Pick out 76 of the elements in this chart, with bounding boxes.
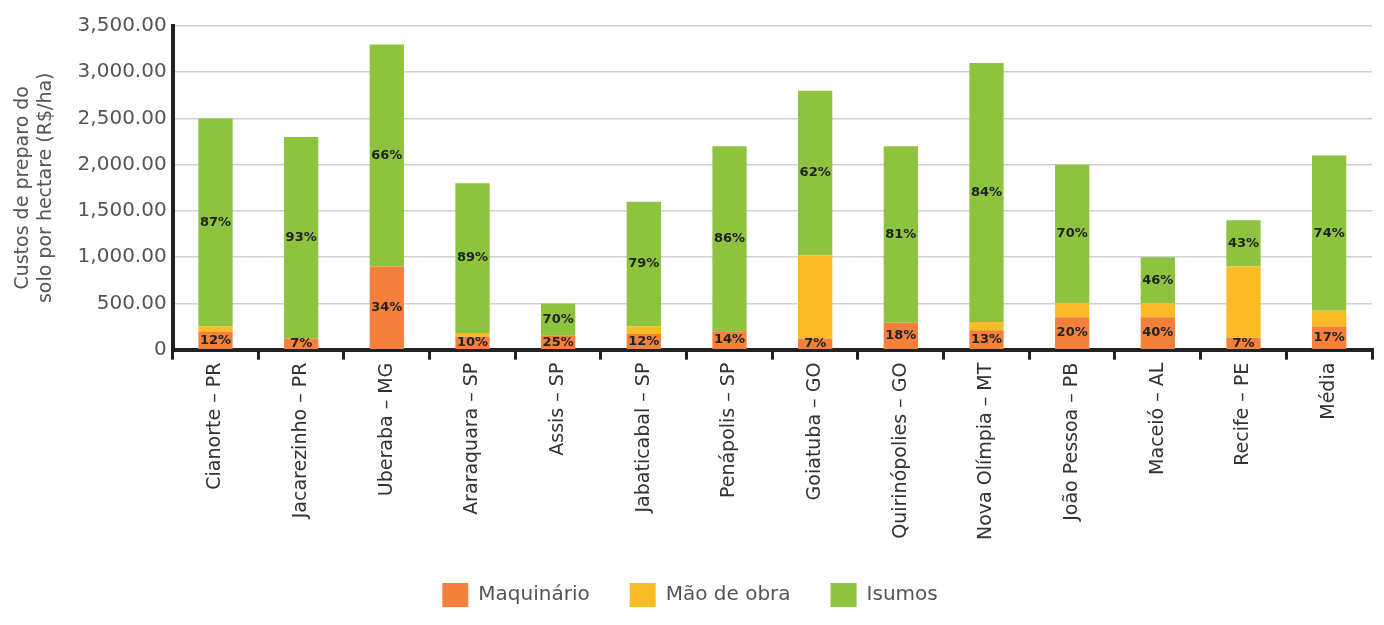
y-tick-label: 2,000.00 — [77, 150, 167, 175]
annotation: 74% — [1313, 224, 1345, 240]
legend-label: Mão de obra — [665, 581, 791, 606]
annotation: 20% — [1056, 324, 1088, 340]
x-tick-label: Assis – SP — [545, 362, 568, 456]
y-tick-label: 1,000.00 — [77, 243, 167, 268]
x-tick-label: Uberaba – MG — [373, 362, 396, 497]
x-tick-label: Goiatuba – GO — [802, 362, 825, 501]
bar — [369, 266, 404, 349]
bar — [969, 62, 1004, 322]
bar — [969, 321, 1004, 331]
y-tick-label: 500.00 — [96, 289, 167, 314]
x-tick-label: Nova Olímpia – MT — [973, 362, 996, 541]
annotation: 34% — [371, 299, 403, 315]
annotation: 12% — [199, 331, 232, 347]
y-tick-label: 3,500.00 — [77, 12, 167, 37]
annotation: 25% — [542, 333, 574, 349]
bar — [455, 333, 490, 337]
bar — [369, 44, 404, 267]
bar — [798, 255, 833, 339]
annotation: 12% — [628, 332, 660, 348]
y-tick-label: 0 — [153, 335, 167, 360]
annotation: 84% — [970, 183, 1003, 199]
bar — [626, 201, 661, 327]
bar — [1226, 220, 1261, 267]
annotation: 17% — [1313, 329, 1345, 345]
x-tick-label: Média — [1316, 362, 1339, 420]
bar — [883, 146, 918, 323]
annotation: 14% — [713, 331, 746, 347]
bar — [284, 136, 319, 339]
annotation: 40% — [1142, 324, 1174, 340]
bar — [626, 326, 661, 334]
x-tick-label: Jabaticabal – SP — [630, 362, 653, 514]
x-tick-label: Cianorte – PR — [202, 362, 225, 490]
x-tick-label: Penápolis – SP — [716, 362, 739, 499]
annotation: 89% — [456, 249, 489, 265]
x-tick-label: João Pessoa – PB — [1059, 362, 1082, 522]
annotation: 70% — [1056, 225, 1088, 241]
x-tick-label: Araraquara – SP — [459, 362, 482, 515]
x-tick-label: Quirinópolies – GO — [887, 362, 910, 539]
x-tick-label: Recife – PE — [1230, 362, 1253, 466]
y-axis-title: Custos de preparo do solo por hectare (R$/ha) — [10, 72, 56, 304]
annotation: 70% — [542, 310, 574, 326]
y-tick-label: 2,500.00 — [77, 104, 167, 129]
bar — [198, 118, 233, 327]
bar — [1055, 303, 1090, 318]
annotation: 66% — [371, 146, 403, 162]
annotation: 13% — [970, 330, 1003, 346]
bar — [1055, 164, 1090, 304]
bar — [1312, 155, 1347, 311]
annotation: 81% — [885, 225, 917, 241]
bar — [798, 90, 833, 256]
annotation: 7% — [290, 335, 313, 351]
annotation: 18% — [885, 327, 917, 343]
annotation: 93% — [285, 229, 317, 245]
x-tick-label: Maceió – AL — [1144, 362, 1167, 475]
annotation: 86% — [713, 230, 746, 246]
annotation: 10% — [456, 334, 489, 350]
y-tick-label: 3,000.00 — [77, 58, 167, 83]
bar — [712, 146, 747, 332]
y-tick-label: 1,500.00 — [77, 197, 167, 222]
legend-label: Maquinário — [478, 581, 590, 606]
bar — [198, 326, 233, 333]
annotation: 62% — [799, 164, 831, 180]
legend-label: Isumos — [866, 581, 938, 606]
annotation: 46% — [1142, 271, 1174, 287]
annotation: 7% — [804, 335, 827, 351]
annotation: 79% — [628, 255, 660, 271]
x-tick-label: Jacarezinho – PR — [288, 362, 311, 520]
annotation: 87% — [199, 213, 232, 229]
bar — [1226, 266, 1261, 338]
annotation: 43% — [1227, 234, 1260, 250]
bar — [1140, 303, 1175, 318]
bar — [1312, 310, 1347, 327]
bar — [455, 183, 490, 334]
annotation: 7% — [1232, 334, 1255, 350]
